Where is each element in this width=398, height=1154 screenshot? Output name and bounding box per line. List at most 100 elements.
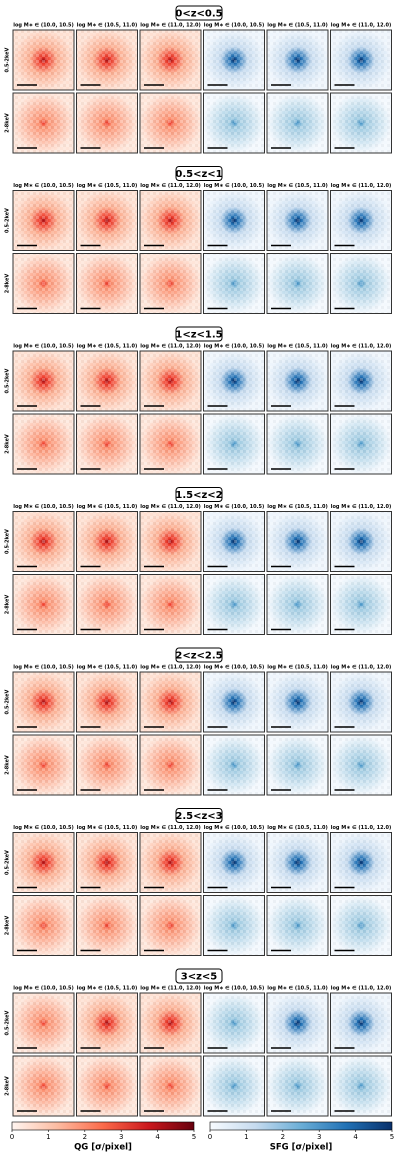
image-frame xyxy=(266,29,329,91)
image-texture xyxy=(203,93,265,153)
column-label: log M∗ ∈ (11.0, 12.0) xyxy=(331,504,391,510)
image-frame xyxy=(203,671,265,733)
row-label: 2-8keV xyxy=(5,434,11,454)
image-frame xyxy=(203,832,265,893)
colorbar-tick-label: 4 xyxy=(353,1133,358,1141)
image-texture xyxy=(330,832,392,893)
image-frame xyxy=(12,29,75,91)
image-frame xyxy=(76,190,138,251)
image-frame xyxy=(266,190,329,251)
column-label: log M∗ ∈ (11.0, 12.0) xyxy=(331,183,391,189)
image-frame xyxy=(76,413,138,475)
row-label: 2-8keV xyxy=(5,113,11,133)
title-box xyxy=(175,487,223,502)
colorbar-tick-label: 5 xyxy=(192,1133,196,1141)
row-label: 2-8keV xyxy=(5,916,11,936)
column-label: log M∗ ∈ (10.0, 10.5) xyxy=(13,504,73,510)
image-frame xyxy=(139,190,202,251)
image-frame xyxy=(203,253,265,314)
image-frame xyxy=(266,253,329,314)
image-texture xyxy=(267,511,328,572)
row-label: 0.5-2keV xyxy=(5,47,11,72)
column-label: log M∗ ∈ (10.5, 11.0) xyxy=(77,825,137,831)
image-texture xyxy=(140,351,201,411)
row-label: 2-8keV xyxy=(5,595,11,615)
column-label: log M∗ ∈ (10.0, 10.5) xyxy=(204,665,264,671)
colorbar-tick-label: 2 xyxy=(281,1133,285,1141)
image-frame xyxy=(76,1055,138,1117)
image-frame xyxy=(12,92,75,154)
image-frame xyxy=(330,29,392,91)
row-label: 0.5-2keV xyxy=(5,850,11,875)
image-texture xyxy=(76,574,138,635)
image-texture xyxy=(267,253,328,314)
column-label: log M∗ ∈ (11.0, 12.0) xyxy=(140,665,200,671)
image-frame xyxy=(203,1055,265,1117)
image-frame xyxy=(330,671,392,733)
image-frame xyxy=(203,574,265,635)
colorbar xyxy=(11,1121,195,1131)
image-texture xyxy=(140,30,201,90)
image-frame xyxy=(76,511,138,572)
colorbar-label: QG [σ/pixel] xyxy=(74,1143,132,1153)
image-texture xyxy=(267,895,328,956)
image-texture xyxy=(13,1056,74,1116)
image-texture xyxy=(76,30,138,90)
group-title: 1<z<1.5 xyxy=(175,330,222,341)
image-frame xyxy=(139,1055,202,1117)
column-label: log M∗ ∈ (10.0, 10.5) xyxy=(204,344,264,350)
image-texture xyxy=(203,832,265,893)
row-label: 2-8keV xyxy=(5,1076,11,1096)
group-title: 0<z<0.5 xyxy=(175,9,222,20)
image-frame xyxy=(203,734,265,796)
column-label: log M∗ ∈ (10.0, 10.5) xyxy=(13,344,73,350)
column-label: log M∗ ∈ (10.5, 11.0) xyxy=(267,504,327,510)
column-label: log M∗ ∈ (10.5, 11.0) xyxy=(267,665,327,671)
image-texture xyxy=(267,574,328,635)
image-texture xyxy=(203,574,265,635)
image-frame xyxy=(12,350,75,412)
column-label: log M∗ ∈ (10.5, 11.0) xyxy=(77,344,137,350)
column-label: log M∗ ∈ (10.0, 10.5) xyxy=(204,825,264,831)
image-texture xyxy=(140,190,201,251)
image-texture xyxy=(330,351,392,411)
image-texture xyxy=(13,190,74,251)
column-label: log M∗ ∈ (10.5, 11.0) xyxy=(267,23,327,29)
image-texture xyxy=(203,253,265,314)
column-label: log M∗ ∈ (10.5, 11.0) xyxy=(77,986,137,992)
image-frame xyxy=(203,29,265,91)
image-texture xyxy=(13,574,74,635)
image-frame xyxy=(12,190,75,251)
column-label: log M∗ ∈ (11.0, 12.0) xyxy=(331,825,391,831)
title-box xyxy=(175,808,223,823)
image-frame xyxy=(12,413,75,475)
column-label: log M∗ ∈ (11.0, 12.0) xyxy=(140,23,200,29)
column-label: log M∗ ∈ (10.0, 10.5) xyxy=(13,23,73,29)
image-texture xyxy=(267,1056,328,1116)
image-texture xyxy=(203,511,265,572)
image-frame xyxy=(203,350,265,412)
image-frame xyxy=(266,734,329,796)
image-frame xyxy=(203,190,265,251)
image-texture xyxy=(330,93,392,153)
column-label: log M∗ ∈ (10.0, 10.5) xyxy=(13,183,73,189)
image-frame xyxy=(330,832,392,893)
image-frame xyxy=(330,253,392,314)
image-texture xyxy=(203,351,265,411)
image-texture xyxy=(330,30,392,90)
column-label: log M∗ ∈ (10.5, 11.0) xyxy=(267,344,327,350)
image-frame xyxy=(266,1055,329,1117)
column-label: log M∗ ∈ (10.5, 11.0) xyxy=(267,825,327,831)
image-texture xyxy=(76,253,138,314)
image-texture xyxy=(140,511,201,572)
image-frame xyxy=(266,92,329,154)
image-texture xyxy=(267,190,328,251)
image-frame xyxy=(139,29,202,91)
column-label: log M∗ ∈ (11.0, 12.0) xyxy=(140,986,200,992)
image-frame xyxy=(330,1055,392,1117)
image-texture xyxy=(140,672,201,732)
image-texture xyxy=(330,511,392,572)
colorbar-tick-label: 0 xyxy=(10,1133,14,1141)
column-label: log M∗ ∈ (11.0, 12.0) xyxy=(140,344,200,350)
image-texture xyxy=(203,414,265,474)
